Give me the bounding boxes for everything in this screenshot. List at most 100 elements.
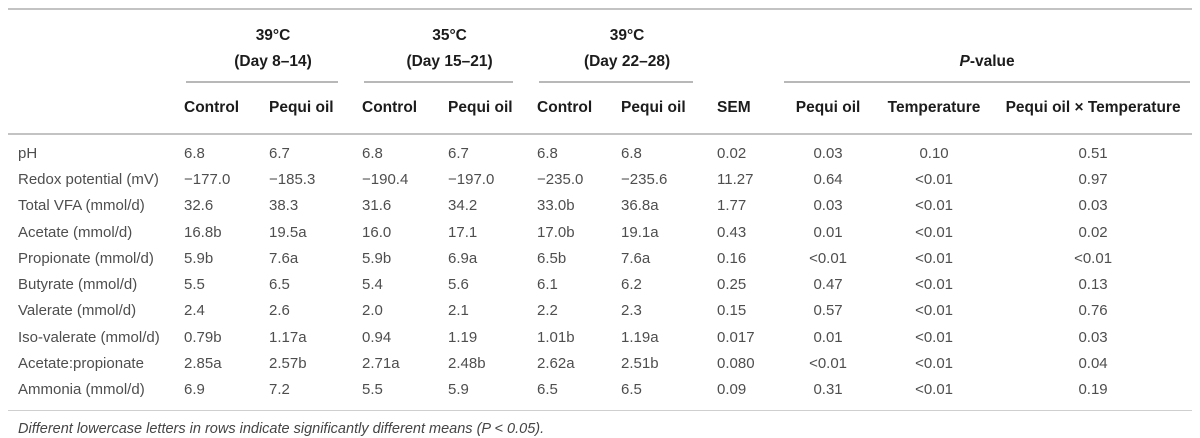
sem-cell: 0.09 <box>717 381 747 399</box>
pvalue-cell: 0.47 <box>813 276 843 294</box>
data-cell: −190.4 <box>362 170 409 188</box>
sem-cell: 11.27 <box>717 170 754 188</box>
data-cell: −197.0 <box>448 170 495 188</box>
data-cell: 5.5 <box>184 276 205 294</box>
row-label: pH <box>18 144 38 162</box>
data-cell: 16.0 <box>362 223 392 241</box>
pvalue-cell: 0.57 <box>813 302 843 320</box>
group-underline <box>539 81 694 83</box>
row-label: Total VFA (mmol/d) <box>18 197 145 215</box>
col-header-p-interaction: Pequi oil × Temperature <box>994 83 1193 135</box>
data-cell: 17.0b <box>537 223 575 241</box>
data-cell: −235.6 <box>621 170 668 188</box>
pvalue-rest: -value <box>969 53 1015 70</box>
pvalue-cell: 0.03 <box>1078 328 1108 346</box>
data-cell: 2.62a <box>537 355 575 373</box>
pvalue-cell: 0.31 <box>813 381 843 399</box>
results-table-page: 39°C (Day 8–14) 35°C (Day 15–21) 39°C <box>0 8 1200 437</box>
group-underline <box>364 81 514 83</box>
pvalue-cell: <0.01 <box>915 170 954 188</box>
row-label: Iso-valerate (mmol/d) <box>18 328 160 346</box>
data-cell: 5.5 <box>362 381 383 399</box>
pvalue-cell: <0.01 <box>915 302 954 320</box>
table-row-acetate: Acetate (mmol/d) 16.8b 19.5a 16.0 17.1 1… <box>8 219 1192 245</box>
data-cell: 6.1 <box>537 276 558 294</box>
sem-cell: 0.080 <box>717 355 755 373</box>
data-cell: 6.8 <box>184 144 205 162</box>
data-cell: 2.48b <box>448 355 486 373</box>
col-header-control-2: Control <box>362 83 449 135</box>
pvalue-cell: 0.03 <box>813 144 843 162</box>
data-cell: 31.6 <box>362 197 392 215</box>
pvalue-cell: <0.01 <box>809 249 848 267</box>
pvalue-cell: 0.03 <box>1078 197 1108 215</box>
data-cell: 6.5 <box>621 381 642 399</box>
group-days: (Day 15–21) <box>406 53 493 70</box>
row-label: Propionate (mmol/d) <box>18 249 154 267</box>
data-cell: 2.71a <box>362 355 400 373</box>
table-body: pH 6.8 6.7 6.8 6.7 6.8 6.8 0.02 0.03 0.1… <box>8 134 1192 403</box>
pvalue-cell: 0.03 <box>813 197 843 215</box>
table-row-redox: Redox potential (mV) −177.0 −185.3 −190.… <box>8 166 1192 192</box>
data-cell: 2.4 <box>184 302 205 320</box>
table-row-propionate: Propionate (mmol/d) 5.9b 7.6a 5.9b 6.9a … <box>8 245 1192 271</box>
data-cell: 1.01b <box>537 328 575 346</box>
pvalue-cell: 0.02 <box>1078 223 1108 241</box>
group-underline <box>186 81 339 83</box>
pvalue-cell: <0.01 <box>915 249 954 267</box>
data-cell: 2.3 <box>621 302 642 320</box>
col-header-pequi-3: Pequi oil <box>621 83 718 135</box>
data-cell: 2.0 <box>362 302 383 320</box>
data-cell: 7.2 <box>269 381 290 399</box>
table-header: 39°C (Day 8–14) 35°C (Day 15–21) 39°C <box>8 9 1193 135</box>
group-temp: 35°C <box>432 27 467 44</box>
data-cell: 0.94 <box>362 328 392 346</box>
data-cell: −185.3 <box>269 170 316 188</box>
data-cell: 6.8 <box>362 144 383 162</box>
table-row-acetate-propionate: Acetate:propionate 2.85a 2.57b 2.71a 2.4… <box>8 350 1192 376</box>
pvalue-cell: 0.19 <box>1078 381 1108 399</box>
col-header-control-3: Control <box>537 83 622 135</box>
data-cell: 5.9b <box>362 249 392 267</box>
pvalue-cell: <0.01 <box>915 197 954 215</box>
row-label: Butyrate (mmol/d) <box>18 276 138 294</box>
col-header-p-temperature: Temperature <box>874 83 995 135</box>
sem-cell: 0.017 <box>717 328 755 346</box>
data-cell: 38.3 <box>269 197 299 215</box>
sem-cell: 0.16 <box>717 249 747 267</box>
pvalue-cell: <0.01 <box>1074 249 1113 267</box>
row-label-header <box>8 83 184 135</box>
data-cell: 1.17a <box>269 328 307 346</box>
data-cell: 36.8a <box>621 197 659 215</box>
group-39c-day22-28: 39°C (Day 22–28) <box>537 9 717 83</box>
data-cell: 2.1 <box>448 302 469 320</box>
sem-cell: 0.15 <box>717 302 747 320</box>
pvalue-cell: <0.01 <box>915 328 954 346</box>
group-temp: 39°C <box>609 27 645 44</box>
data-cell: −177.0 <box>184 170 231 188</box>
pvalue-italic-p: P <box>959 53 970 70</box>
col-header-pequi-2: Pequi oil <box>448 83 538 135</box>
data-cell: 2.85a <box>184 355 222 373</box>
table-row-ph: pH 6.8 6.7 6.8 6.7 6.8 6.8 0.02 0.03 0.1… <box>8 134 1192 166</box>
col-header-pequi-1: Pequi oil <box>269 83 363 135</box>
pvalue-cell: 0.10 <box>919 144 949 162</box>
group-temp: 39°C <box>255 27 291 44</box>
table-row-total-vfa: Total VFA (mmol/d) 32.6 38.3 31.6 34.2 3… <box>8 193 1192 219</box>
data-cell: 0.79b <box>184 328 222 346</box>
data-cell: −235.0 <box>537 170 584 188</box>
data-cell: 6.8 <box>621 144 642 162</box>
data-cell: 1.19 <box>448 328 478 346</box>
pvalue-cell: <0.01 <box>809 355 848 373</box>
pvalue-cell: 0.01 <box>813 223 843 241</box>
data-cell: 19.1a <box>621 223 659 241</box>
data-cell: 6.2 <box>621 276 642 294</box>
group-39c-day8-14: 39°C (Day 8–14) <box>184 9 362 83</box>
sem-cell: 0.25 <box>717 276 747 294</box>
data-cell: 6.5 <box>269 276 290 294</box>
table-row-iso-valerate: Iso-valerate (mmol/d) 0.79b 1.17a 0.94 1… <box>8 324 1192 350</box>
column-header-row: Control Pequi oil Control Pequi oil Cont… <box>8 83 1193 135</box>
col-header-control-1: Control <box>184 83 269 135</box>
data-cell: 34.2 <box>448 197 478 215</box>
group-pvalue: P-value <box>782 9 1192 83</box>
